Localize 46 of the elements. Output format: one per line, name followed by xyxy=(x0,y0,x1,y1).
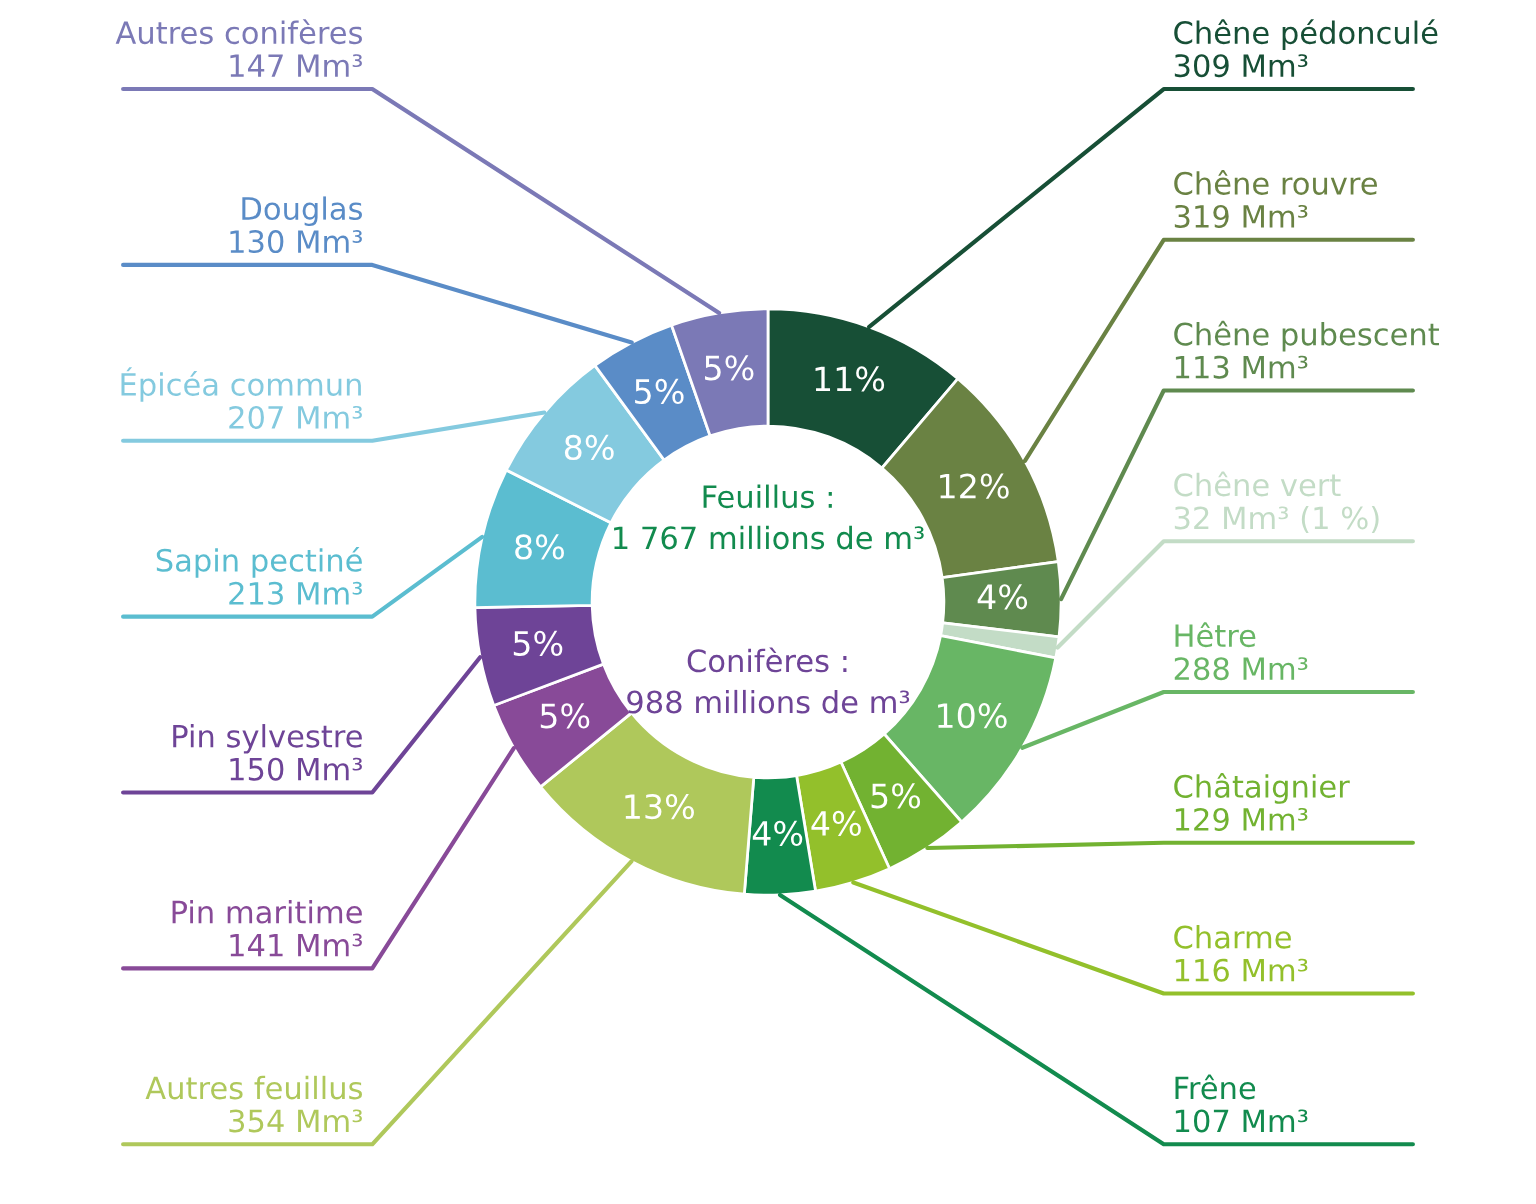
data-label: 207 Mm³ xyxy=(229,405,362,429)
data-label: 147 Mm³ xyxy=(230,54,362,77)
text: 8% xyxy=(564,434,614,461)
slice-label: Douglas xyxy=(242,196,362,226)
data-label: 354 Mm³ xyxy=(229,1109,362,1133)
data-label: 107 Mm³ xyxy=(1175,1109,1308,1133)
text: 4% xyxy=(977,584,1028,610)
slice-label: Autres conifères xyxy=(115,19,362,45)
slice-label: Châtaignier xyxy=(1174,773,1350,804)
data-label: 141 Mm³ xyxy=(230,933,362,957)
slice-label: Frêne xyxy=(1175,1074,1256,1100)
data-label: 319 Mm³ xyxy=(1174,204,1308,228)
text: 12% xyxy=(940,473,1009,499)
text: 11% xyxy=(815,366,885,392)
data-label: 129 Mm³ xyxy=(1175,807,1308,831)
slice-label: Charme xyxy=(1174,925,1291,949)
text: 4% xyxy=(752,820,803,846)
text: 8% xyxy=(515,534,564,560)
data-label: 288 Mm³ xyxy=(1174,657,1308,681)
text: 5% xyxy=(871,783,921,809)
data-label: 32 Mm³ (1 %) xyxy=(1174,505,1379,534)
text: Conifères : 988 millions de m³ xyxy=(627,647,910,714)
slice-label: Chêne pédonculé xyxy=(1174,19,1438,51)
slice-label: Chêne vert xyxy=(1174,471,1341,497)
data-label: 309 Mm³ xyxy=(1174,54,1308,78)
slice-label: Pin maritime xyxy=(172,899,362,924)
slice-label: Sapin pectiné xyxy=(156,546,362,578)
data-label: 116 Mm³ xyxy=(1175,958,1308,982)
slice-label: Chêne rouvre xyxy=(1174,170,1377,195)
data-label: 150 Mm³ xyxy=(230,757,362,781)
data-label: 113 Mm³ xyxy=(1175,355,1308,379)
text: 4% xyxy=(811,810,861,837)
slice-label: Chêne pubescent xyxy=(1174,320,1439,352)
data-label: 130 Mm³ xyxy=(230,230,362,254)
text: 5% xyxy=(513,630,563,656)
text: 5% xyxy=(635,378,684,405)
text: Feuillus : 1 767 millions de m³ xyxy=(614,484,924,550)
slice-label: Autres feuillus xyxy=(145,1075,362,1100)
text: 13% xyxy=(625,793,694,820)
slice-label: Pin sylvestre xyxy=(173,724,362,754)
text: 5% xyxy=(705,355,754,381)
data-label: 213 Mm³ xyxy=(229,581,362,605)
text: 10% xyxy=(938,703,1007,729)
slice-label: Épicéa commun xyxy=(121,367,361,402)
slice-label: Hêtre xyxy=(1175,622,1256,648)
text: 5% xyxy=(540,703,590,729)
